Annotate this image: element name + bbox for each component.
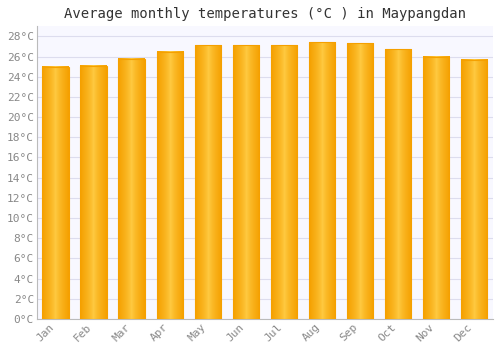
Bar <box>460 60 487 319</box>
Bar <box>270 46 297 319</box>
Bar <box>232 46 259 319</box>
Bar <box>422 57 450 319</box>
Bar <box>194 46 221 319</box>
Bar <box>308 42 335 319</box>
Bar <box>156 51 183 319</box>
Bar <box>118 58 145 319</box>
Bar <box>80 66 107 319</box>
Bar <box>384 49 411 319</box>
Bar <box>42 66 69 319</box>
Bar <box>346 43 374 319</box>
Title: Average monthly temperatures (°C ) in Maypangdan: Average monthly temperatures (°C ) in Ma… <box>64 7 466 21</box>
